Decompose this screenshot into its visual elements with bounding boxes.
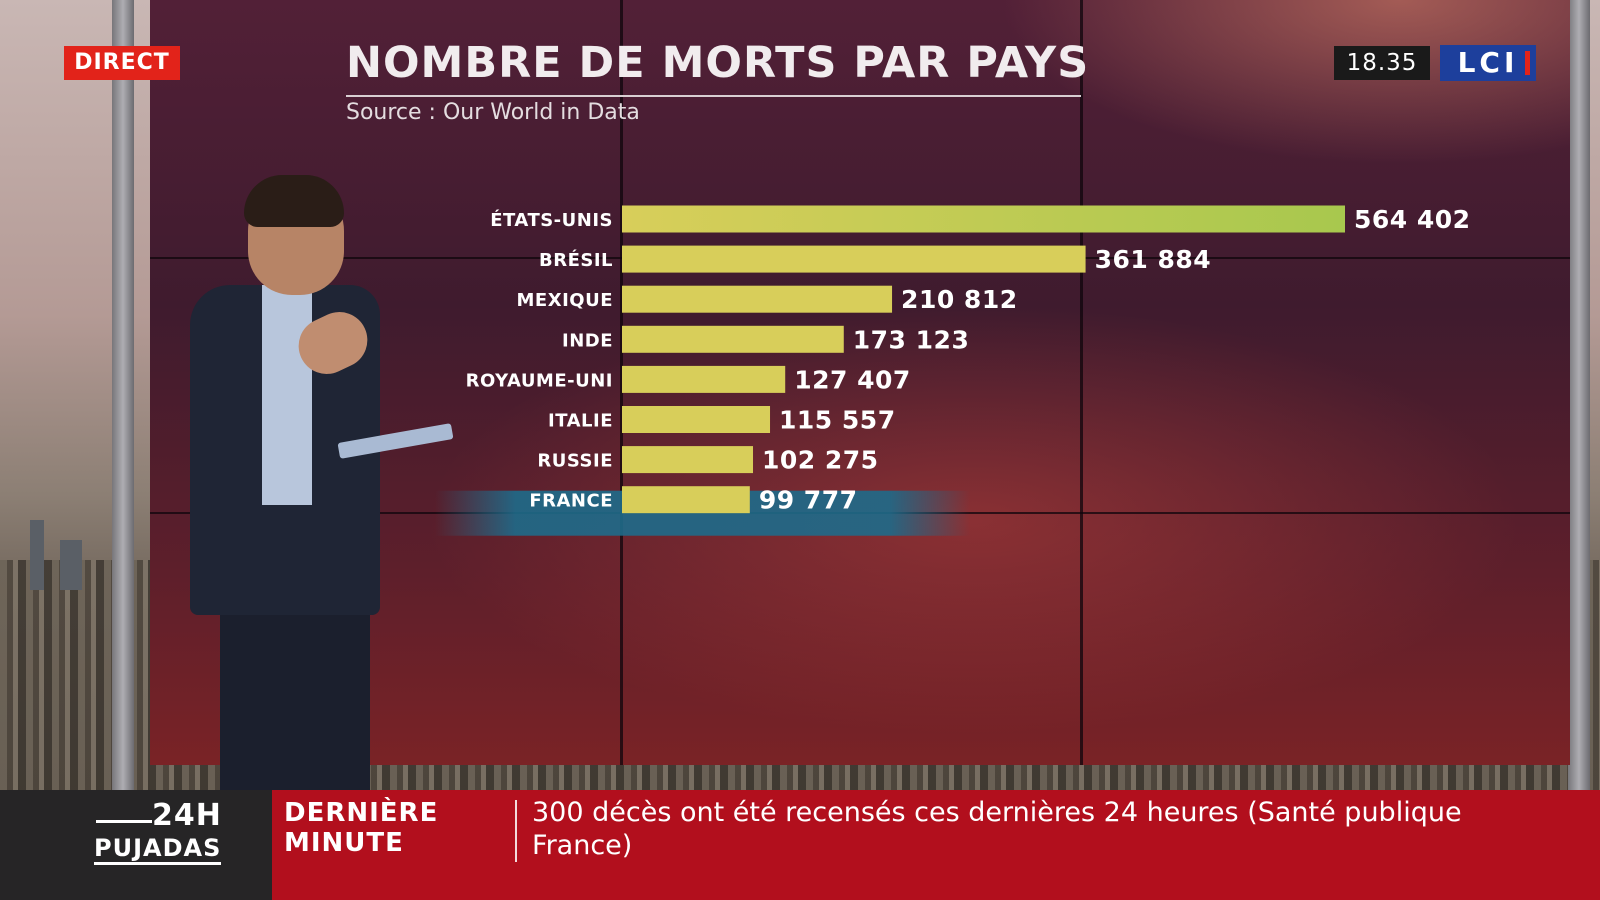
value-label: 173 123 xyxy=(853,325,970,354)
country-label: RUSSIE xyxy=(537,451,613,472)
bar xyxy=(622,486,750,514)
skyline-tower xyxy=(30,520,44,590)
presenter xyxy=(180,175,460,795)
presenter-hair xyxy=(244,175,344,227)
value-label: 115 557 xyxy=(779,406,896,435)
country-label: BRÉSIL xyxy=(539,249,613,271)
bar xyxy=(622,325,844,353)
value-label: 361 884 xyxy=(1095,245,1212,274)
value-label: 99 777 xyxy=(759,486,858,515)
show-slot: 24H xyxy=(152,798,222,833)
value-label: 564 402 xyxy=(1354,205,1471,234)
bar xyxy=(622,365,786,393)
show-name: PUJADAS xyxy=(94,834,222,865)
country-label: ROYAUME-UNI xyxy=(466,370,613,391)
studio-pillar xyxy=(1568,0,1590,790)
show-line xyxy=(96,820,152,823)
chart-source: Source : Our World in Data xyxy=(346,100,640,125)
country-label: ÉTATS-UNIS xyxy=(490,209,613,231)
country-label: ITALIE xyxy=(548,411,613,432)
skyline-tower xyxy=(60,540,82,590)
presenter-legs xyxy=(220,605,370,795)
live-badge: DIRECT xyxy=(64,46,180,80)
country-label: INDE xyxy=(562,330,613,351)
presenter-shirt xyxy=(262,285,312,505)
bar xyxy=(622,205,1345,233)
ticker-text: 300 décès ont été recensés ces dernières… xyxy=(532,797,1462,861)
channel-logo: LCI xyxy=(1440,45,1536,81)
title-underline xyxy=(346,95,1081,97)
value-label: 210 812 xyxy=(901,285,1018,314)
chart-title: NOMBRE DE MORTS PAR PAYS xyxy=(346,38,1090,88)
bar xyxy=(622,285,893,313)
ticker-separator xyxy=(515,800,517,862)
bar xyxy=(622,245,1086,273)
value-label: 102 275 xyxy=(762,446,879,475)
clock: 18.35 xyxy=(1334,46,1430,80)
bar xyxy=(622,446,754,474)
studio-pillar xyxy=(112,0,134,790)
wall-seam xyxy=(620,0,623,765)
value-label: 127 407 xyxy=(794,365,911,394)
bar xyxy=(622,406,771,433)
breaking-label: DERNIÈRE MINUTE xyxy=(284,798,439,858)
country-label: MEXIQUE xyxy=(517,290,614,311)
country-label: FRANCE xyxy=(529,491,613,512)
wall-seam xyxy=(1080,0,1083,765)
show-box xyxy=(0,790,272,900)
